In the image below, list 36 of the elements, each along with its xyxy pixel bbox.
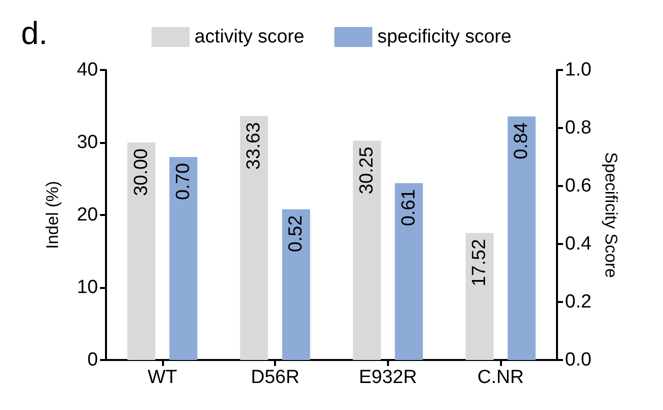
x-tick-label: E932R	[358, 367, 417, 388]
bar	[394, 183, 423, 360]
data-label: 17.52	[469, 238, 490, 287]
x-tick-label: D56R	[250, 367, 300, 388]
x-tick-label: C.NR	[477, 367, 524, 388]
y2-tick-label: 0.2	[565, 292, 592, 312]
data-label: 33.63	[244, 122, 265, 170]
y-tick-label: 20	[76, 204, 98, 226]
y-tick-label: 30	[76, 132, 98, 153]
y2-tick-label: 0.8	[565, 118, 592, 138]
y-axis-title: Indel (%)	[43, 180, 62, 250]
y2-tick-label: 0.0	[565, 350, 592, 370]
x-tick-label: WT	[148, 367, 178, 388]
bar	[240, 116, 268, 360]
bar	[127, 142, 156, 360]
data-label: 30.00	[130, 148, 152, 196]
legend-label: activity score	[194, 26, 304, 48]
bar	[352, 140, 381, 360]
y2-tick-label: 0.6	[565, 176, 592, 196]
y2-tick-label: 1.0	[565, 60, 592, 80]
data-label: 0.84	[511, 122, 532, 160]
bar	[169, 157, 198, 360]
y2-axis-title: Specificity Score	[601, 152, 620, 278]
data-label: 0.61	[398, 189, 420, 226]
y-tick-label: 10	[76, 277, 98, 298]
data-label: 30.25	[356, 146, 378, 194]
y2-tick-label: 0.4	[565, 234, 592, 254]
bar	[466, 232, 494, 360]
y-tick-label: 0	[87, 350, 98, 370]
chart-title: d.	[21, 15, 48, 51]
data-label: 0.70	[172, 163, 194, 200]
y-tick-label: 40	[76, 60, 98, 80]
legend-label: specificity score	[377, 26, 512, 48]
data-label: 0.52	[286, 215, 307, 252]
bar	[282, 209, 310, 360]
bar	[508, 116, 536, 360]
